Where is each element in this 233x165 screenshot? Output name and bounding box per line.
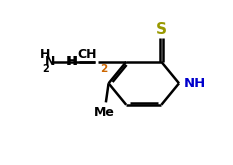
Text: H: H: [66, 55, 77, 68]
Text: S: S: [156, 22, 167, 37]
Text: Me: Me: [94, 106, 114, 119]
Text: N: N: [45, 55, 55, 68]
Text: 2: 2: [100, 64, 107, 74]
Text: CH: CH: [78, 48, 97, 61]
Text: 2: 2: [42, 64, 49, 74]
Text: NH: NH: [184, 77, 206, 90]
Text: H: H: [66, 55, 77, 68]
Text: H: H: [40, 48, 50, 61]
